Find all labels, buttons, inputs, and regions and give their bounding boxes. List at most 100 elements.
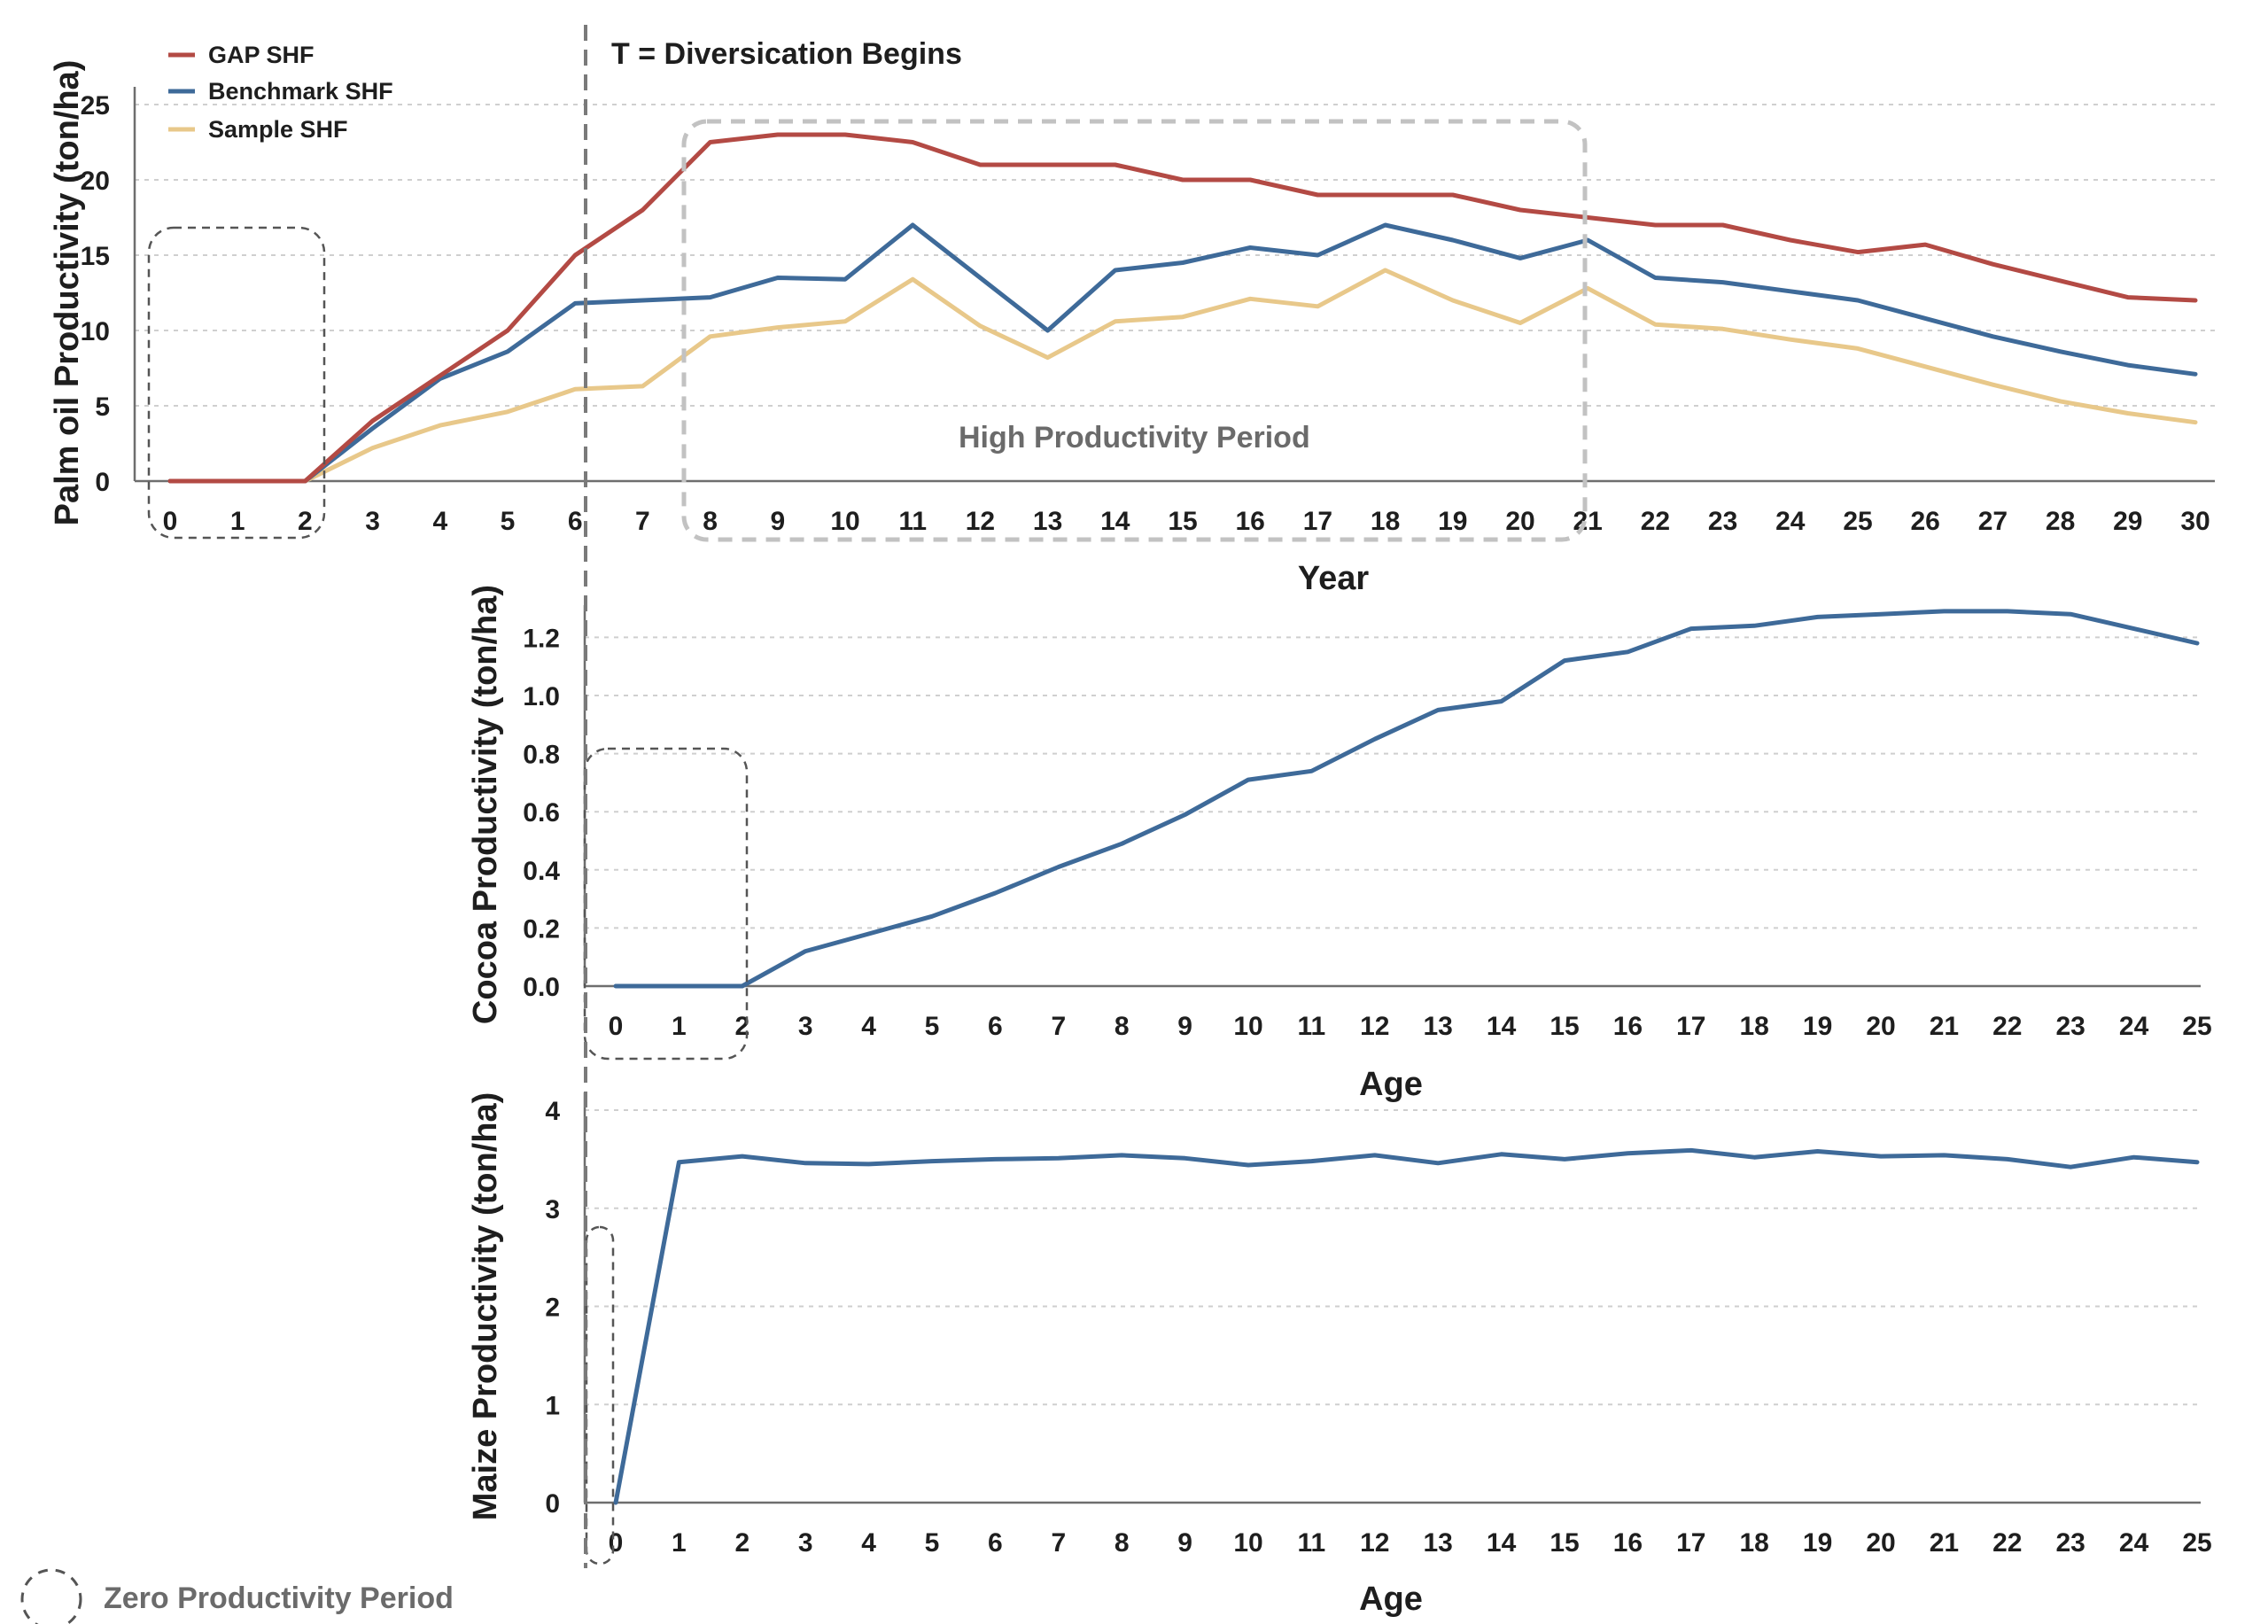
x-tick-label: 29 [2113, 507, 2142, 536]
x-tick-label: 18 [1371, 507, 1400, 536]
x-tick-label: 17 [1676, 1528, 1705, 1558]
legend-label-benchmark: Benchmark SHF [208, 78, 393, 105]
x-tick-label: 28 [2046, 507, 2075, 536]
x-tick-label: 0 [609, 1012, 624, 1041]
y-tick-label: 20 [81, 167, 110, 196]
x-tick-label: 19 [1438, 507, 1467, 536]
x-tick-label: 9 [1177, 1012, 1192, 1041]
x-tick-label: 21 [1930, 1528, 1959, 1558]
series-line-benchmark-shf [167, 222, 2198, 484]
legend: GAP SHF Benchmark SHF Sample SHF [168, 42, 393, 143]
x-tick-label: 15 [1550, 1012, 1579, 1041]
y-tick-label: 0 [545, 1489, 560, 1519]
x-tick-label: 14 [1487, 1528, 1517, 1558]
x-tick-label: 17 [1676, 1012, 1705, 1041]
x-tick-label: 4 [432, 507, 447, 536]
x-tick-label: 14 [1100, 507, 1130, 536]
x-tick-label: 6 [568, 507, 583, 536]
x-tick-label: 11 [1298, 1012, 1326, 1041]
y-tick-label: 0.8 [523, 741, 560, 770]
x-tick-label: 2 [734, 1528, 750, 1558]
x-tick-label: 7 [1051, 1528, 1066, 1558]
y-axis-title: Cocoa Productivity (ton/ha) [467, 585, 504, 1024]
y-tick-label: 5 [95, 392, 110, 422]
legend-label-gap: GAP SHF [208, 42, 315, 68]
series-line-cocoa [613, 609, 2200, 989]
x-tick-label: 6 [988, 1012, 1003, 1041]
zero-period-legend-icon [20, 1568, 82, 1624]
x-tick-label: 15 [1168, 507, 1197, 536]
x-tick-label: 30 [2180, 507, 2210, 536]
diversification-label: T = Diversication Begins [611, 37, 962, 71]
x-tick-label: 6 [988, 1528, 1003, 1558]
x-tick-label: 0 [163, 507, 178, 536]
x-tick-label: 19 [1803, 1012, 1832, 1041]
x-tick-label: 2 [298, 507, 313, 536]
x-tick-label: 7 [635, 507, 650, 536]
x-tick-label: 22 [1641, 507, 1670, 536]
x-tick-label: 22 [1992, 1528, 2022, 1558]
x-tick-label: 10 [830, 507, 859, 536]
y-tick-label: 25 [81, 91, 110, 120]
x-tick-label: 26 [1911, 507, 1940, 536]
y-tick-label: 1 [545, 1391, 560, 1420]
x-axis-title: Year [1298, 560, 1370, 597]
x-tick-label: 4 [861, 1012, 876, 1041]
x-tick-label: 23 [2056, 1012, 2085, 1041]
x-tick-label: 8 [703, 507, 718, 536]
y-tick-label: 0.6 [523, 798, 560, 828]
y-tick-label: 15 [81, 242, 110, 271]
x-tick-label: 23 [1708, 507, 1737, 536]
zero-period-box-maize [585, 1225, 615, 1566]
y-tick-label: 4 [545, 1097, 560, 1126]
x-tick-label: 3 [798, 1528, 813, 1558]
x-tick-label: 0 [609, 1528, 624, 1558]
x-tick-label: 16 [1613, 1012, 1643, 1041]
x-tick-label: 9 [1177, 1528, 1192, 1558]
x-tick-label: 3 [798, 1012, 813, 1041]
x-axis-title: Age [1359, 1581, 1423, 1618]
x-tick-label: 25 [2182, 1012, 2211, 1041]
x-tick-label: 20 [1505, 507, 1534, 536]
zero-period-box-palm [147, 226, 326, 540]
x-tick-label: 11 [1298, 1528, 1326, 1558]
x-tick-label: 5 [925, 1528, 940, 1558]
y-tick-label: 0 [95, 468, 110, 497]
x-tick-label: 13 [1424, 1528, 1453, 1558]
x-tick-label: 12 [966, 507, 995, 536]
y-tick-label: 3 [545, 1195, 560, 1224]
x-tick-label: 24 [2119, 1528, 2149, 1558]
x-tick-label: 8 [1115, 1528, 1130, 1558]
x-axis-title: Age [1359, 1066, 1423, 1103]
x-tick-label: 25 [1843, 507, 1872, 536]
series-line-sample-shf [167, 268, 2198, 484]
x-tick-label: 4 [861, 1528, 876, 1558]
x-tick-label: 7 [1051, 1012, 1066, 1041]
x-tick-label: 16 [1613, 1528, 1643, 1558]
x-tick-label: 21 [1930, 1012, 1959, 1041]
zero-period-legend-label: Zero Productivity Period [104, 1581, 454, 1615]
x-tick-label: 8 [1115, 1012, 1130, 1041]
x-tick-label: 15 [1550, 1528, 1579, 1558]
cocoa-chart: 0.00.20.40.60.81.01.20 1 2 3 4 5 6 7 8 9 10 11 12 13 1… [467, 585, 2212, 1103]
x-tick-label: 13 [1033, 507, 1062, 536]
x-tick-label: 13 [1424, 1012, 1453, 1041]
x-tick-label: 24 [1775, 507, 1806, 536]
series-line-gap-shf [167, 132, 2198, 484]
x-tick-label: 14 [1487, 1012, 1517, 1041]
y-tick-label: 2 [545, 1294, 560, 1323]
x-tick-label: 27 [1978, 507, 2008, 536]
y-tick-label: 1.0 [523, 682, 560, 711]
x-tick-label: 25 [2182, 1528, 2211, 1558]
x-tick-label: 12 [1360, 1012, 1389, 1041]
y-tick-label: 0.4 [523, 857, 560, 886]
x-tick-label: 1 [230, 507, 245, 536]
x-tick-label: 1 [672, 1528, 687, 1558]
high-productivity-box [681, 119, 1588, 542]
x-tick-label: 9 [770, 507, 785, 536]
zero-period-box-cocoa [583, 747, 749, 1061]
x-tick-label: 1 [672, 1012, 687, 1041]
x-tick-label: 17 [1303, 507, 1332, 536]
x-tick-label: 5 [501, 507, 516, 536]
